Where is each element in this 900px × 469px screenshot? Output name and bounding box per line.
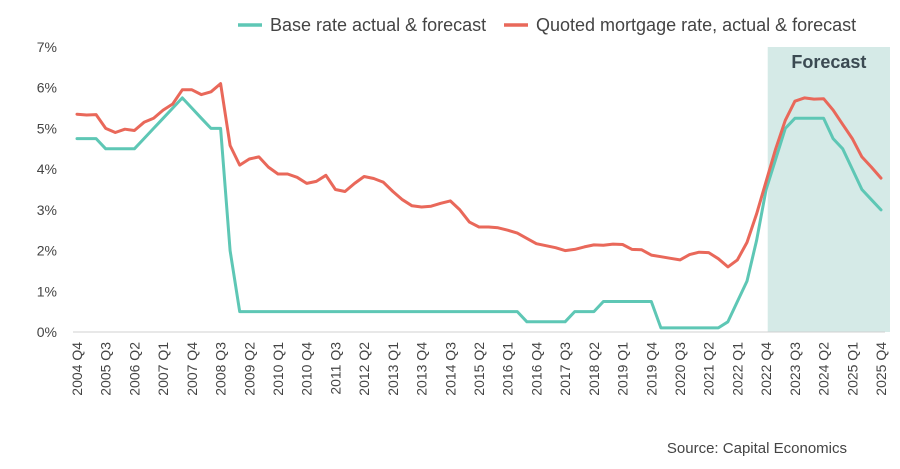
forecast-band xyxy=(767,47,890,332)
forecast-label: Forecast xyxy=(791,52,866,72)
x-tick-label: 2013 Q4 xyxy=(414,342,430,396)
y-tick-label: 1% xyxy=(37,283,57,299)
legend-label-base-rate: Base rate actual & forecast xyxy=(270,15,486,35)
x-tick-label: 2024 Q2 xyxy=(816,342,832,396)
legend: Base rate actual & forecast Quoted mortg… xyxy=(238,15,856,35)
x-tick-label: 2012 Q2 xyxy=(356,342,372,396)
x-tick-label: 2023 Q3 xyxy=(787,342,803,396)
x-axis: 2004 Q4 2005 Q3 2006 Q2 2007 Q1 2007 Q4 2008 … xyxy=(69,331,889,396)
series-lines xyxy=(75,82,883,330)
x-tick-label: 2007 Q1 xyxy=(155,342,171,396)
mortgage-rate-line xyxy=(75,82,883,269)
x-tick-label: 2007 Q4 xyxy=(184,342,200,396)
source-note: Source: Capital Economics xyxy=(667,440,847,457)
x-tick-label: 2015 Q2 xyxy=(471,342,487,396)
x-tick-label: 2022 Q4 xyxy=(758,342,774,396)
x-tick-label: 2018 Q2 xyxy=(586,342,602,396)
y-tick-label: 7% xyxy=(37,39,57,55)
base-rate-line xyxy=(75,96,883,330)
x-tick-label: 2016 Q4 xyxy=(528,342,544,396)
y-tick-label: 0% xyxy=(37,324,57,340)
x-tick-label: 2019 Q1 xyxy=(615,342,631,396)
x-tick-label: 2010 Q4 xyxy=(299,342,315,396)
x-tick-label: 2025 Q4 xyxy=(873,342,889,396)
x-tick-label: 2020 Q3 xyxy=(672,342,688,396)
x-tick-label: 2006 Q2 xyxy=(126,342,142,396)
x-tick-label: 2022 Q1 xyxy=(729,342,745,396)
y-tick-label: 6% xyxy=(37,80,57,96)
x-tick-label: 2009 Q2 xyxy=(241,342,257,396)
x-tick-label: 2016 Q1 xyxy=(500,342,516,396)
x-tick-label: 2013 Q1 xyxy=(385,342,401,396)
x-tick-label: 2005 Q3 xyxy=(98,342,114,396)
x-tick-label: 2004 Q4 xyxy=(69,342,85,396)
x-tick-label: 2014 Q3 xyxy=(442,342,458,396)
x-tick-label: 2011 Q3 xyxy=(327,342,343,395)
x-tick-label: 2025 Q1 xyxy=(844,342,860,396)
y-tick-label: 5% xyxy=(37,120,57,136)
x-tick-label: 2017 Q3 xyxy=(557,342,573,396)
x-tick-label: 2021 Q2 xyxy=(701,342,717,396)
legend-label-mortgage-rate: Quoted mortgage rate, actual & forecast xyxy=(536,15,856,35)
x-tick-label: 2010 Q1 xyxy=(270,342,286,396)
y-tick-label: 3% xyxy=(37,202,57,218)
x-tick-label: 2019 Q4 xyxy=(643,342,659,396)
x-tick-label: 2008 Q3 xyxy=(213,342,229,396)
y-axis: 0% 1% 2% 3% 4% 5% 6% 7% xyxy=(37,39,57,340)
y-tick-label: 2% xyxy=(37,243,57,259)
y-tick-label: 4% xyxy=(37,161,57,177)
